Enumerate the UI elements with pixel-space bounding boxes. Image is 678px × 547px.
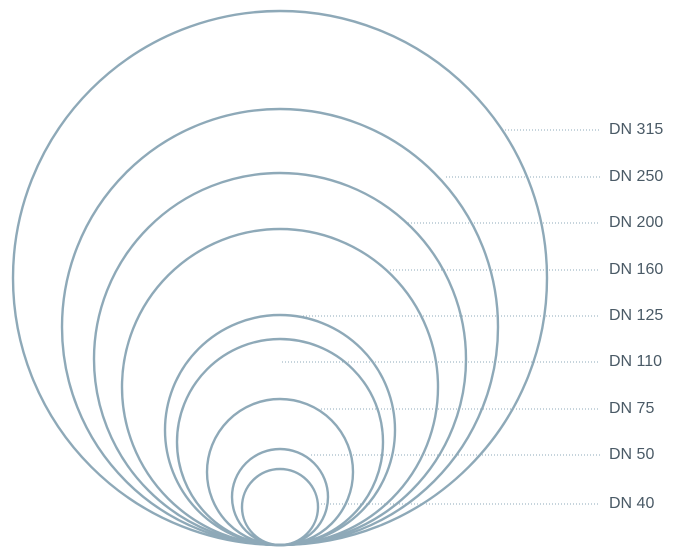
- pipe-circle-dn-160: [120, 227, 440, 547]
- pipe-circle-dn-250: [60, 107, 500, 547]
- size-label-dn-75: DN 75: [609, 400, 654, 417]
- size-label-dn-125: DN 125: [609, 307, 663, 324]
- size-label-dn-50: DN 50: [609, 446, 654, 463]
- size-label-dn-250: DN 250: [609, 168, 663, 185]
- size-label-dn-315: DN 315: [609, 121, 663, 138]
- size-label-dn-160: DN 160: [609, 261, 663, 278]
- pipe-circle-dn-315: [11, 9, 549, 547]
- pipe-circle-dn-110: [175, 337, 385, 547]
- pipe-circle-dn-50: [230, 447, 330, 547]
- size-label-dn-110: DN 110: [609, 353, 662, 370]
- pipe-circle-dn-125: [163, 313, 397, 547]
- size-label-dn-40: DN 40: [609, 495, 654, 512]
- size-label-dn-200: DN 200: [609, 214, 663, 231]
- pipe-circle-dn-75: [205, 397, 355, 547]
- pipe-circle-dn-40: [240, 467, 320, 547]
